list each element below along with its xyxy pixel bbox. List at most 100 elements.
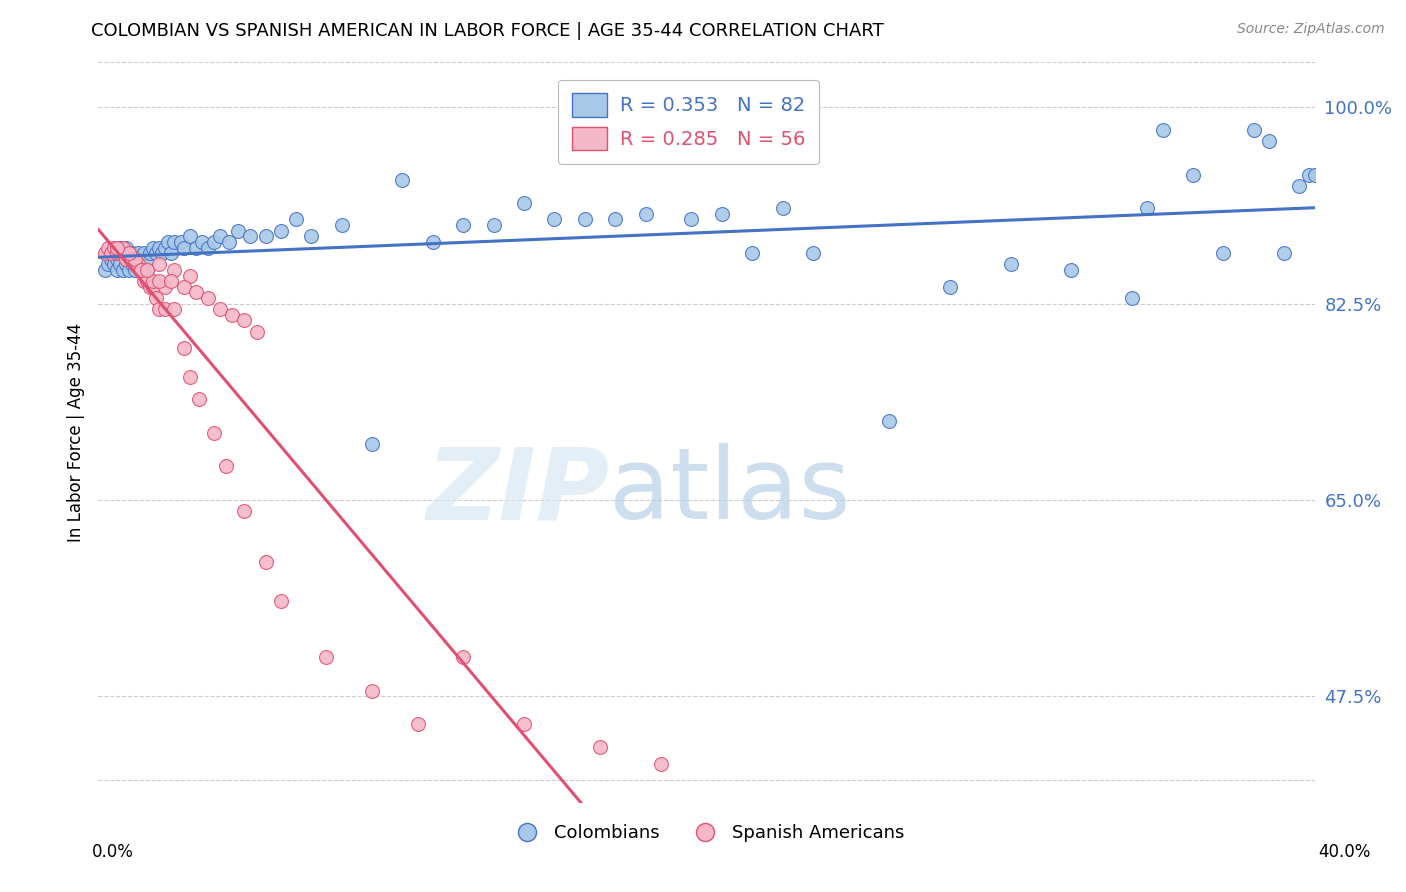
Point — [299, 229, 322, 244]
Point — [142, 280, 165, 294]
Point — [103, 240, 125, 255]
Point — [155, 280, 177, 294]
Point — [772, 201, 794, 215]
Point — [150, 246, 173, 260]
Point — [155, 240, 177, 255]
Point — [108, 257, 131, 271]
Point — [391, 173, 413, 187]
Point — [179, 229, 201, 244]
Point — [330, 218, 353, 232]
Point — [155, 302, 177, 317]
Point — [103, 246, 125, 260]
Point — [187, 392, 209, 406]
Text: COLOMBIAN VS SPANISH AMERICAN IN LABOR FORCE | AGE 35-44 CORRELATION CHART: COLOMBIAN VS SPANISH AMERICAN IN LABOR F… — [91, 22, 884, 40]
Point — [127, 257, 149, 271]
Point — [239, 229, 262, 244]
Point — [127, 246, 149, 260]
Text: atlas: atlas — [609, 443, 851, 541]
Point — [254, 555, 277, 569]
Point — [145, 246, 167, 260]
Point — [1303, 168, 1326, 182]
Point — [127, 257, 149, 271]
Point — [270, 224, 292, 238]
Point — [163, 263, 186, 277]
Point — [1121, 291, 1143, 305]
Point — [114, 240, 136, 255]
Point — [574, 212, 596, 227]
Point — [1243, 122, 1265, 136]
Point — [173, 342, 195, 356]
Point — [111, 246, 134, 260]
Point — [1000, 257, 1022, 271]
Point — [209, 229, 232, 244]
Point — [877, 414, 900, 428]
Point — [93, 263, 115, 277]
Point — [148, 257, 170, 271]
Point — [634, 207, 657, 221]
Point — [209, 302, 232, 317]
Point — [1298, 168, 1320, 182]
Point — [453, 650, 475, 665]
Point — [650, 756, 672, 771]
Point — [406, 717, 429, 731]
Point — [221, 308, 243, 322]
Point — [1152, 122, 1174, 136]
Point — [129, 263, 152, 277]
Point — [179, 268, 201, 283]
Point — [103, 257, 125, 271]
Point — [270, 594, 292, 608]
Point — [129, 263, 152, 277]
Point — [315, 650, 337, 665]
Point — [163, 235, 186, 249]
Point — [184, 240, 207, 255]
Point — [108, 240, 131, 255]
Point — [179, 369, 201, 384]
Point — [681, 212, 703, 227]
Point — [191, 235, 214, 249]
Point — [136, 263, 159, 277]
Point — [1212, 246, 1234, 260]
Point — [139, 280, 162, 294]
Point — [129, 263, 152, 277]
Point — [226, 224, 249, 238]
Point — [124, 257, 146, 271]
Point — [118, 246, 141, 260]
Point — [105, 240, 128, 255]
Point — [245, 325, 267, 339]
Point — [233, 504, 256, 518]
Point — [93, 246, 115, 260]
Point — [136, 263, 159, 277]
Point — [124, 252, 146, 266]
Point — [111, 246, 134, 260]
Point — [453, 218, 475, 232]
Point — [157, 235, 180, 249]
Point — [142, 240, 165, 255]
Point — [139, 246, 162, 260]
Text: 0.0%: 0.0% — [91, 843, 134, 861]
Point — [124, 252, 146, 266]
Point — [233, 313, 256, 327]
Point — [218, 235, 240, 249]
Point — [1060, 263, 1083, 277]
Point — [118, 246, 141, 260]
Point — [1272, 246, 1295, 260]
Point — [589, 739, 612, 754]
Point — [422, 235, 444, 249]
Point — [105, 263, 128, 277]
Point — [121, 252, 143, 266]
Point — [111, 240, 134, 255]
Point — [202, 235, 225, 249]
Point — [513, 717, 536, 731]
Point — [96, 257, 118, 271]
Point — [1136, 201, 1159, 215]
Point — [148, 274, 170, 288]
Point — [145, 291, 167, 305]
Point — [163, 302, 186, 317]
Text: Source: ZipAtlas.com: Source: ZipAtlas.com — [1237, 22, 1385, 37]
Point — [215, 459, 238, 474]
Point — [1258, 134, 1281, 148]
Legend: Colombians, Spanish Americans: Colombians, Spanish Americans — [502, 817, 911, 849]
Point — [202, 425, 225, 440]
Point — [148, 240, 170, 255]
Point — [361, 683, 384, 698]
